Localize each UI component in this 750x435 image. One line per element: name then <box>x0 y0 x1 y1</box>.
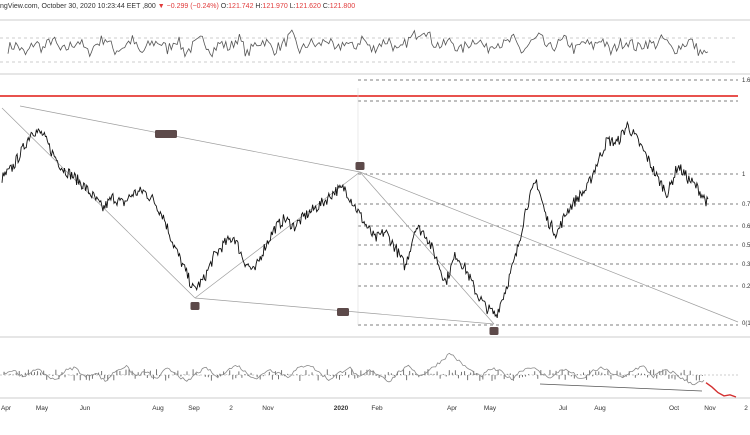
x-axis: Apr May Jun Aug Sep 2 Nov 2020 Feb Apr May Jul Aug Oc… <box>1 405 748 412</box>
header-close: 121.800 <box>329 3 356 10</box>
top-indicator-series <box>7 29 709 58</box>
fib-level-label: 1 <box>742 172 746 178</box>
bottom-oscillator-panel <box>0 352 738 398</box>
oscillator-series <box>3 352 705 386</box>
x-tick-label: May <box>484 405 497 412</box>
x-tick-label: 2020 <box>334 405 349 412</box>
oscillator-signal-series <box>705 382 737 398</box>
price-series <box>1 120 709 319</box>
x-tick-label: Feb <box>371 405 383 412</box>
header-low-label: L: <box>289 3 296 10</box>
pattern-point-marker <box>489 327 499 335</box>
x-tick-label: Jul <box>559 405 568 412</box>
header-source: ngView.com, October 30, 2020 10:23:44 EE… <box>0 3 141 10</box>
pattern-point-marker <box>355 162 365 170</box>
x-tick-label: Apr <box>1 405 12 412</box>
fib-level-label: 0.6 <box>742 224 750 230</box>
trend-line <box>1 107 196 299</box>
x-tick-label: Apr <box>447 405 458 412</box>
divergence-line <box>539 383 703 392</box>
price-panel: 1.6 1 0.7 0.6 0.5 0.3 0.2 0(1 <box>0 78 750 335</box>
header-high: 121.970 <box>262 3 288 10</box>
x-tick-label: Jun <box>80 405 91 412</box>
header-close-label: C: <box>322 3 330 10</box>
fib-level-label: 1.6 <box>742 78 750 84</box>
trend-line <box>19 105 361 173</box>
pattern-point-marker <box>155 130 177 138</box>
trend-line <box>359 171 495 325</box>
header-high-label: H: <box>255 3 263 10</box>
fib-level-label: 0.3 <box>742 262 750 268</box>
header-low: 121.620 <box>295 3 321 10</box>
trend-line <box>359 171 739 323</box>
x-tick-label: Aug <box>594 405 606 412</box>
header-change: −0.299 (−0.24%) <box>166 3 219 10</box>
top-indicator-panel <box>0 29 738 63</box>
fib-level-label: 0(1 <box>742 321 750 327</box>
x-tick-label: 2 <box>229 405 233 412</box>
header-open-label: O: <box>220 3 229 10</box>
x-tick-label: Nov <box>704 405 716 412</box>
x-tick-label: 2 <box>744 405 748 412</box>
fib-level-label: 0.2 <box>742 284 750 290</box>
fib-level-label: 0.5 <box>742 243 750 249</box>
x-tick-label: Aug <box>152 405 164 412</box>
x-tick-label: May <box>36 405 49 412</box>
header-open: 121.742 <box>228 3 254 10</box>
x-tick-label: Oct <box>669 405 679 412</box>
x-tick-label: Sep <box>188 405 200 412</box>
fib-level-label: 0.7 <box>742 202 750 208</box>
x-tick-label: Nov <box>262 405 274 412</box>
pattern-point-marker <box>190 302 200 310</box>
pattern-point-marker <box>337 308 349 316</box>
header-close-prefix: ,800 <box>142 3 156 10</box>
ohlc-header: ngView.com, October 30, 2020 10:23:44 EE… <box>0 0 355 14</box>
change-arrow-icon: ▼ <box>157 3 165 10</box>
